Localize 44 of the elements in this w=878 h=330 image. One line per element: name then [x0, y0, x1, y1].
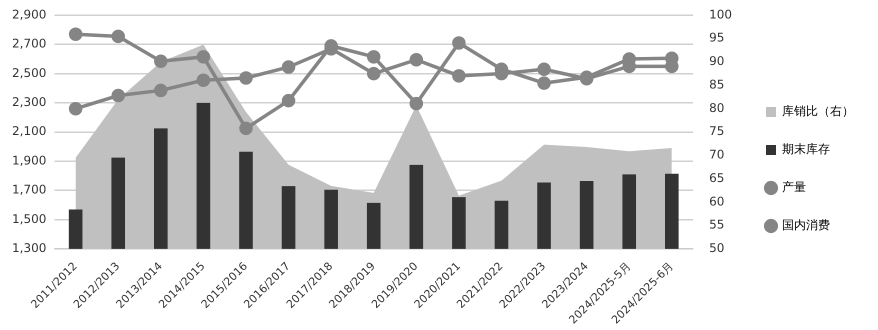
y-tick-label: 2,900	[12, 7, 46, 22]
y2-tick-label: 65	[709, 170, 724, 185]
point	[452, 69, 466, 83]
point	[537, 62, 551, 76]
point	[282, 94, 296, 108]
point	[68, 27, 82, 41]
y2-tick-label: 100	[709, 7, 732, 22]
legend-label: 国内消费	[782, 218, 830, 232]
y-tick-label: 1,500	[12, 212, 46, 226]
y2-tick-label: 70	[709, 148, 724, 162]
y-tick-label: 2,700	[12, 36, 46, 51]
point	[239, 122, 253, 136]
point	[410, 53, 424, 67]
point	[239, 71, 253, 85]
point	[196, 73, 210, 87]
y-tick-label: 1,700	[12, 182, 46, 197]
y2-tick-label: 90	[709, 54, 724, 68]
y-tick-label: 2,300	[12, 94, 46, 109]
point	[366, 50, 380, 64]
y2-tick-label: 85	[709, 77, 724, 92]
legend-label: 库销比（右）	[782, 104, 854, 118]
y-tick-label: 2,500	[12, 66, 46, 80]
point	[366, 66, 380, 80]
y2-tick-label: 95	[709, 30, 724, 45]
point	[154, 84, 168, 98]
point	[111, 88, 125, 102]
point	[154, 54, 168, 68]
point	[68, 102, 82, 116]
point	[196, 50, 210, 64]
y-tick-label: 1,900	[12, 153, 46, 168]
y2-tick-label: 50	[709, 241, 724, 256]
y2-tick-label: 75	[709, 124, 724, 138]
y2-tick-label: 55	[709, 218, 724, 232]
point	[410, 96, 424, 110]
y-tick-label: 1,300	[12, 241, 46, 256]
point	[452, 36, 466, 50]
legend-label: 产量	[782, 180, 806, 194]
y-tick-label: 2,100	[12, 124, 46, 138]
legend-label: 期末库存	[782, 142, 830, 156]
point	[537, 76, 551, 90]
y2-tick-label: 60	[709, 194, 724, 208]
y2-tick-label: 80	[709, 100, 724, 115]
point	[111, 30, 125, 44]
point	[282, 60, 296, 74]
